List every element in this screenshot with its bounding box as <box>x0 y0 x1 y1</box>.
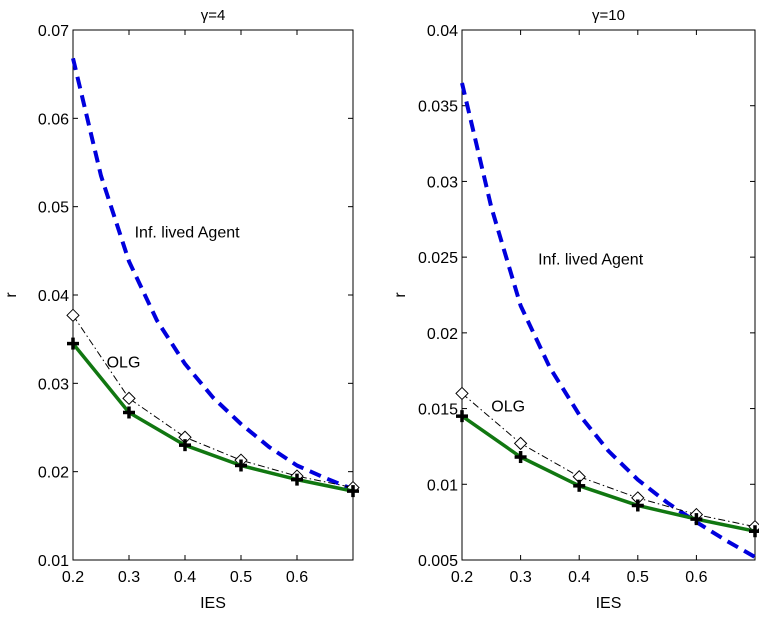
plot-frame <box>461 29 756 561</box>
series-line-olg_diamond <box>461 393 756 528</box>
series-line-olg_diamond <box>72 315 354 489</box>
x-tick-label: 0.3 <box>118 569 140 586</box>
x-tick-label: 0.5 <box>230 569 252 586</box>
y-tick-label: 0.04 <box>427 23 458 40</box>
chart-title: γ=4 <box>201 7 226 24</box>
y-tick-label: 0.035 <box>418 99 458 116</box>
y-tick-label: 0.025 <box>418 250 458 267</box>
plus-marker <box>514 451 527 464</box>
y-tick-label: 0.05 <box>38 200 69 217</box>
diamond-marker <box>513 436 528 451</box>
y-tick-label: 0.015 <box>418 402 458 419</box>
y-tick-label: 0.03 <box>427 174 458 191</box>
x-tick-label: 0.6 <box>685 569 707 586</box>
plot-frame <box>72 29 354 561</box>
plus-marker <box>179 439 191 452</box>
chart-panel-1: 0.01 0.02 0.03 0.04 0.05 0.06 0.07 0.2 0.3 0.4 0.5… <box>3 7 360 612</box>
series-line-inf <box>71 57 354 492</box>
annotation-label: OLG <box>491 399 525 416</box>
plus-marker <box>573 479 586 492</box>
diamond-marker <box>455 386 469 401</box>
y-tick-label: 0.02 <box>38 465 69 482</box>
x-axis-label: IES <box>596 595 622 612</box>
chart-title: γ=10 <box>592 7 625 24</box>
y-tick-label: 0.07 <box>38 23 69 40</box>
annotation-label: Inf. lived Agent <box>538 252 644 269</box>
plus-marker <box>123 406 135 419</box>
series-line-olg <box>71 342 354 493</box>
x-tick-label: 0.2 <box>451 569 473 586</box>
chart-panel-2: 0.005 0.01 0.015 0.02 0.025 0.03 0.035 0.04 0.2 0… <box>392 7 759 612</box>
y-tick-label: 0.01 <box>38 553 69 570</box>
y-tick-label: 0.02 <box>427 326 458 343</box>
plus-marker <box>631 499 644 512</box>
series-line-inf <box>460 82 756 559</box>
y-tick-label: 0.06 <box>38 111 69 128</box>
y-axis-label: r <box>3 292 20 298</box>
plus-marker <box>235 459 247 472</box>
y-axis-label: r <box>392 292 409 298</box>
x-tick-label: 0.4 <box>568 569 590 586</box>
plus-marker <box>749 525 759 538</box>
y-tick-label: 0.03 <box>38 376 69 393</box>
y-tick-label: 0.005 <box>418 553 458 570</box>
x-tick-label: 0.6 <box>286 569 308 586</box>
x-tick-label: 0.5 <box>627 569 649 586</box>
annotation-label: Inf. lived Agent <box>135 225 241 242</box>
x-tick-label: 0.4 <box>174 569 196 586</box>
plus-marker <box>690 513 703 526</box>
x-tick-label: 0.3 <box>509 569 531 586</box>
diamond-marker <box>122 391 136 406</box>
plus-marker <box>67 337 79 350</box>
plus-marker <box>456 410 468 423</box>
y-tick-label: 0.01 <box>427 477 458 494</box>
y-tick-label: 0.04 <box>38 288 69 305</box>
x-tick-label: 0.2 <box>62 569 84 586</box>
series-line-olg <box>460 414 756 533</box>
diamond-marker <box>66 308 80 323</box>
plus-marker <box>347 485 359 498</box>
x-axis-label: IES <box>200 595 226 612</box>
annotation-label: OLG <box>107 354 141 371</box>
plus-marker <box>291 473 303 486</box>
